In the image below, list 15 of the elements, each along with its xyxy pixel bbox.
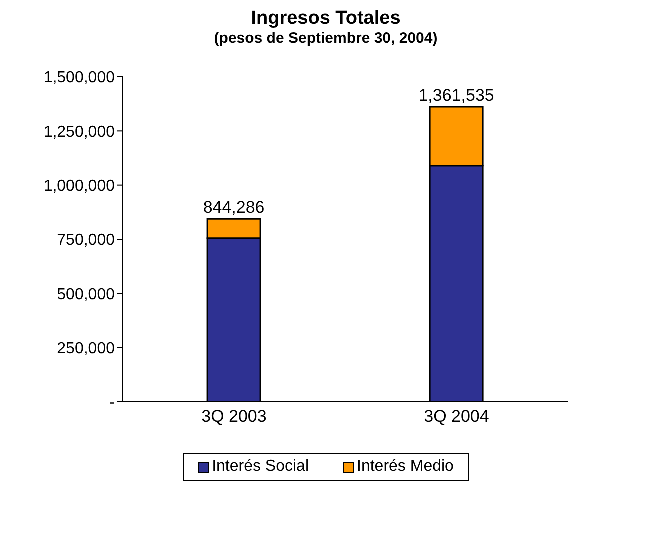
legend-label: Interés Social (211, 458, 309, 476)
chart-title: Ingresos Totales (250, 8, 402, 30)
y-tick-label: 250,000 (57, 340, 116, 358)
total-label: 1,361,535 (418, 86, 494, 105)
y-tick-label: 750,000 (57, 232, 116, 250)
y-tick-label: 1,250,000 (44, 124, 116, 141)
chart-subtitle: (pesos de Septiembre 30, 2004) (213, 30, 439, 47)
y-tick-label: 1,500,000 (44, 70, 116, 87)
x-tick-label: 3Q 2003 (202, 407, 267, 426)
legend-label: Interés Medio (356, 458, 454, 476)
total-label: 844,286 (203, 198, 265, 218)
x-tick-label: 3Q 2004 (424, 407, 490, 426)
y-tick-label: 500,000 (57, 286, 116, 304)
y-tick-label: - (110, 394, 115, 412)
y-tick-label: 1,000,000 (44, 178, 116, 196)
